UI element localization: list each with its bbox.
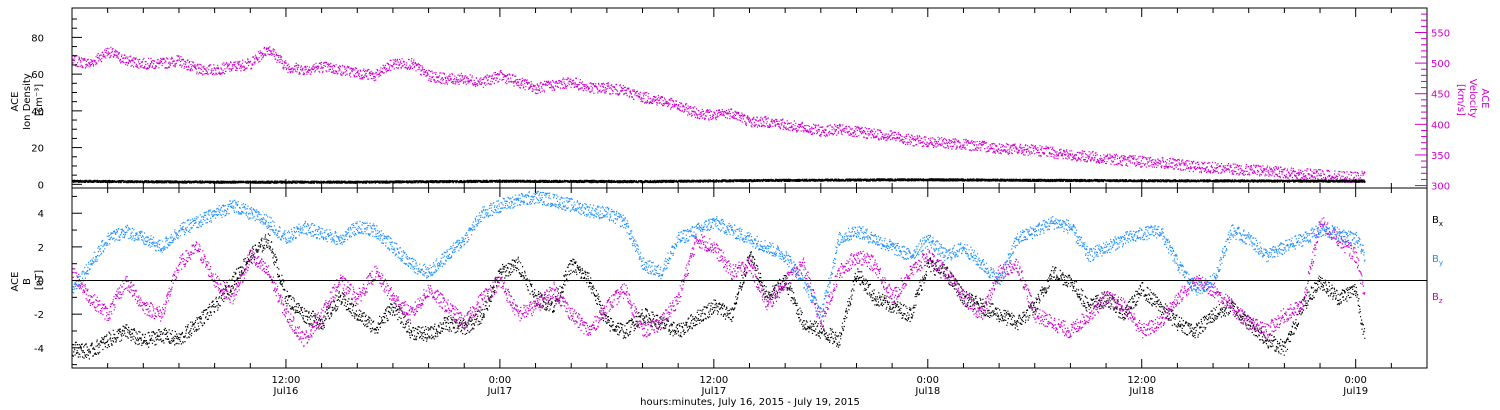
bottom-left-ylabel: ACE B [nT] [10,268,45,291]
x-axis-title: hours:minutes, July 16, 2015 - July 19, … [640,397,860,408]
top-left-y-tick-label: 60 [31,70,44,81]
top-left-ylabel-line3: [cm⁻³] [34,84,45,116]
x-tick-label-date: Jul17 [486,386,512,397]
top-left-ylabel: ACE Ion Density [cm⁻³] [10,70,45,130]
top-right-y-tick-label: 300 [1431,182,1450,193]
density-series [72,178,1366,184]
x-tick-label-time: 0:00 [1344,375,1366,386]
legend-bz: Bz [1432,292,1443,305]
bottom-panel-frame [71,187,1428,369]
top-panel-data [72,46,1366,184]
x-tick-label-date: Jul18 [1128,386,1154,397]
bottom-y-tick-label: -2 [34,310,44,321]
top-left-y-tick-label: 20 [31,144,44,155]
bottom-y-tick-label: 2 [38,243,44,254]
legend-bx-base: B [1432,215,1439,226]
bz-series [72,217,1366,347]
top-right-ylabel-line1: ACE [1479,88,1490,108]
top-left-y-tick-label: 0 [38,180,44,191]
top-left-ylabel-line1: ACE [10,92,21,112]
x-tick-label-time: 12:00 [699,375,728,386]
top-right-ylabel-line3: [km/s] [1455,84,1466,116]
top-right-y-tick-label: 550 [1431,28,1450,39]
axis-labels: 12:00Jul160:00Jul1712:00Jul170:00Jul1812… [31,28,1450,397]
x-tick-label-time: 12:00 [1127,375,1156,386]
bottom-y-tick-label: -4 [34,344,44,355]
density-series-points [72,178,1366,184]
legend-by-sub: y [1439,259,1443,267]
bottom-left-ylabel-line3: [nT] [34,270,45,290]
legend-by-base: B [1432,254,1439,265]
by-series [72,190,1366,321]
bottom-left-ylabel-line1: ACE [10,272,21,292]
bz-series-points [72,217,1366,347]
top-right-y-tick-label: 500 [1431,59,1450,70]
legend-by: By [1432,254,1443,267]
x-tick-label-time: 0:00 [489,375,511,386]
bottom-left-ylabel-line2: B [22,278,33,285]
by-series-points [72,190,1366,321]
top-right-y-tick-label: 350 [1431,151,1450,162]
x-tick-label-time: 0:00 [917,375,939,386]
legend-bz-base: B [1432,292,1439,303]
top-right-y-tick-label: 400 [1431,120,1450,131]
top-panel-frame [71,7,1428,189]
x-tick-label-date: Jul18 [914,386,940,397]
axis-ticks [72,8,1427,368]
velocity-series-points [72,46,1366,184]
velocity-series [72,46,1366,184]
x-tick-label-date: Jul17 [700,386,726,397]
bottom-y-tick-label: 0 [38,277,44,288]
top-left-y-tick-label: 80 [31,33,44,44]
top-right-ylabel-line2: Velocity [1467,79,1478,118]
legend-bz-sub: z [1439,297,1443,305]
top-left-ylabel-line2: Ion Density [22,73,33,130]
top-left-y-tick-label: 40 [31,107,44,118]
x-tick-label-date: Jul19 [1342,386,1368,397]
top-right-ylabel: ACE Velocity [km/s] [1455,79,1490,121]
x-tick-label-date: Jul16 [273,386,299,397]
legend-bx-sub: x [1439,220,1443,228]
x-tick-label-time: 12:00 [272,375,301,386]
bottom-y-tick-label: 4 [38,209,44,220]
legend-bx: Bx [1432,215,1443,228]
top-right-y-tick-label: 450 [1431,90,1450,101]
bottom-panel-data [72,190,1366,360]
